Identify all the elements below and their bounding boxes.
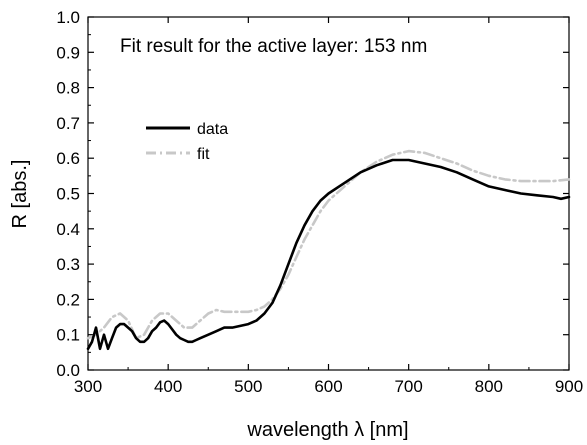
x-tick-label: 600 [314, 377, 342, 396]
y-tick-label: 0.8 [56, 79, 80, 98]
ticks-layer: 300 400 500 600 700 800 900 0.0 0.1 0.2 0.3 0.4 0.5 0… [56, 8, 583, 396]
y-tick-label: 0.3 [56, 255, 80, 274]
legend-label-data: data [197, 121, 228, 138]
x-tick-label: 800 [475, 377, 503, 396]
x-tick-label: 500 [234, 377, 262, 396]
x-axis-label: wavelength λ [nm] [246, 419, 408, 441]
y-tick-label: 0.1 [56, 326, 80, 345]
series-line-data [86, 158, 571, 351]
y-tick-label: 0.5 [56, 185, 80, 204]
x-tick-label: 900 [555, 377, 583, 396]
x-tick-label: 300 [74, 377, 102, 396]
y-tick-label: 1.0 [56, 8, 80, 27]
legend-label-fit: fit [197, 146, 210, 163]
x-tick-label: 700 [394, 377, 422, 396]
y-tick-label: 0.0 [56, 361, 80, 380]
y-tick-label: 0.7 [56, 114, 80, 133]
y-tick-label: 0.6 [56, 149, 80, 168]
legend: data fit [146, 121, 228, 163]
series-line-fit [86, 149, 571, 340]
y-tick-label: 0.2 [56, 290, 80, 309]
series-layer [86, 149, 571, 351]
y-tick-label: 0.4 [56, 220, 80, 239]
fit-annotation: Fit result for the active layer: 153 nm [120, 36, 427, 57]
y-tick-label: 0.9 [56, 43, 80, 62]
x-tick-label: 400 [154, 377, 182, 396]
y-axis-label: R [abs.] [9, 160, 31, 229]
